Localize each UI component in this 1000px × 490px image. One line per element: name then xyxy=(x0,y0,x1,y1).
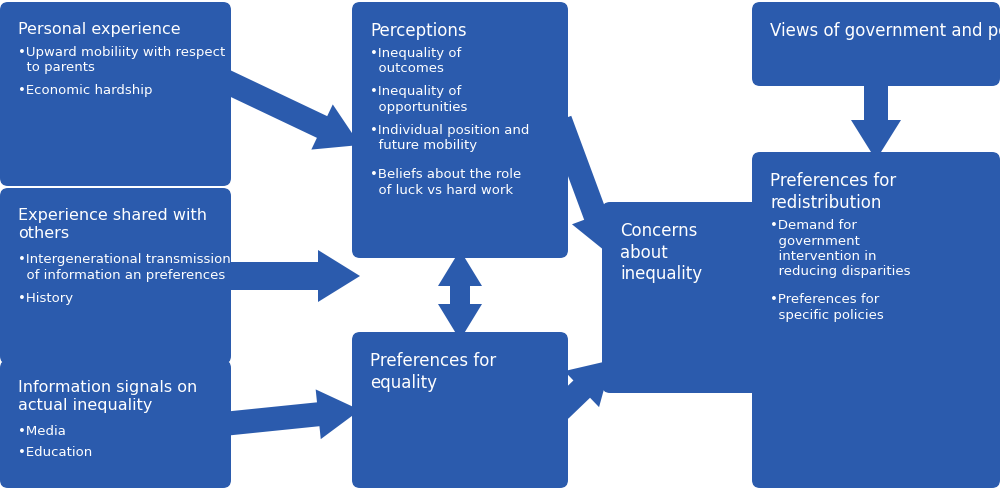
Text: Preferences for
equality: Preferences for equality xyxy=(370,352,496,392)
Polygon shape xyxy=(222,390,360,439)
Text: Perceptions: Perceptions xyxy=(370,22,467,40)
Text: Preferences for
redistribution: Preferences for redistribution xyxy=(770,172,896,212)
Text: Information signals on
actual inequality: Information signals on actual inequality xyxy=(18,380,197,413)
FancyBboxPatch shape xyxy=(0,2,231,186)
Text: •Inequality of
  outcomes: •Inequality of outcomes xyxy=(370,47,461,75)
Text: Concerns
about
inequality: Concerns about inequality xyxy=(620,222,702,283)
FancyBboxPatch shape xyxy=(0,360,231,488)
Text: •Demand for
  government
  intervention in
  reducing disparities: •Demand for government intervention in r… xyxy=(770,219,910,278)
FancyBboxPatch shape xyxy=(752,2,1000,86)
Text: •Media: •Media xyxy=(18,425,66,438)
FancyBboxPatch shape xyxy=(602,202,766,393)
Polygon shape xyxy=(552,360,612,418)
Text: •Beliefs about the role
  of luck vs hard work: •Beliefs about the role of luck vs hard … xyxy=(370,169,521,197)
Polygon shape xyxy=(851,78,901,160)
Polygon shape xyxy=(718,271,760,323)
Text: •Education: •Education xyxy=(18,446,92,459)
Polygon shape xyxy=(438,250,482,340)
FancyBboxPatch shape xyxy=(0,188,231,364)
Text: Experience shared with
others: Experience shared with others xyxy=(18,208,207,241)
Text: •Inequality of
  opportunities: •Inequality of opportunities xyxy=(370,85,467,114)
FancyBboxPatch shape xyxy=(352,2,568,258)
Text: Views of government and policies: Views of government and policies xyxy=(770,22,1000,40)
Text: •Preferences for
  specific policies: •Preferences for specific policies xyxy=(770,293,884,322)
Text: •Intergenerational transmission
  of information an preferences: •Intergenerational transmission of infor… xyxy=(18,253,231,282)
FancyBboxPatch shape xyxy=(352,332,568,488)
Text: •Individual position and
  future mobility: •Individual position and future mobility xyxy=(370,124,529,152)
Text: •Upward mobiliity with respect
  to parents: •Upward mobiliity with respect to parent… xyxy=(18,46,225,74)
Polygon shape xyxy=(549,116,619,255)
Text: Personal experience: Personal experience xyxy=(18,22,181,37)
Text: •Economic hardship: •Economic hardship xyxy=(18,84,152,97)
FancyBboxPatch shape xyxy=(752,152,1000,488)
Polygon shape xyxy=(223,250,360,302)
Text: •History: •History xyxy=(18,292,73,305)
Polygon shape xyxy=(218,69,360,149)
